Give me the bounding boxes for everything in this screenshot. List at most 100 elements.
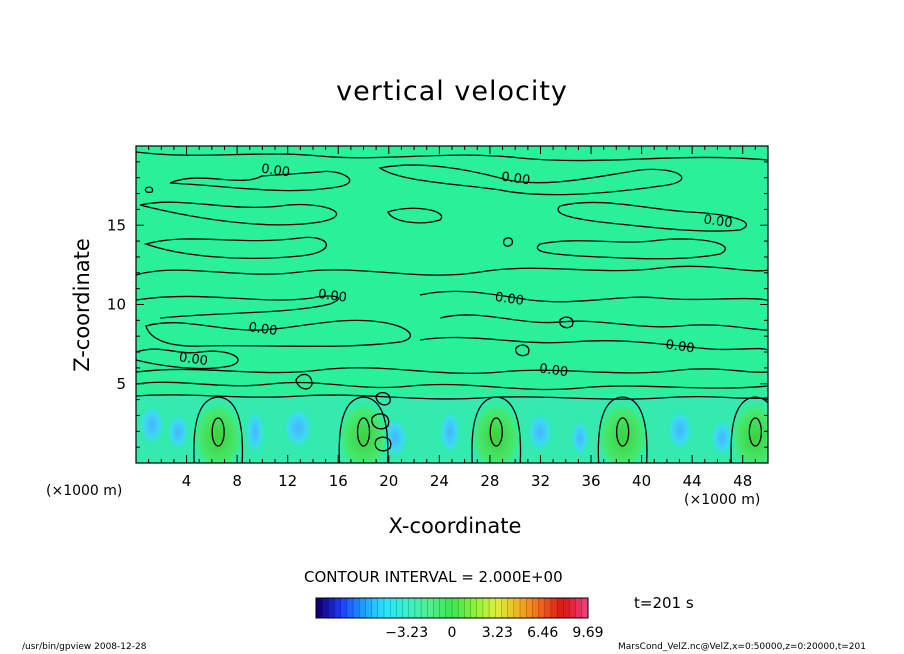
contour-label: 0.00 (260, 162, 291, 181)
contour-line (559, 316, 574, 329)
x-tick-label: 44 (683, 472, 702, 490)
colorbar-segment (550, 598, 558, 618)
x-tick-label: 40 (632, 472, 651, 490)
colorbar-segment (569, 598, 577, 618)
colorbar-segment (384, 598, 391, 618)
x-tick-label: 28 (480, 472, 499, 490)
updraft-cell (339, 400, 388, 463)
contour-line (557, 201, 747, 232)
contour-line (136, 295, 339, 319)
contour-label: 0.00 (665, 338, 696, 357)
x-tick-label: 8 (232, 472, 242, 490)
y-tick-label: 5 (116, 375, 126, 393)
x-tick-label: 36 (581, 472, 600, 490)
updraft-core-contour (356, 417, 371, 447)
colorbar-segment (439, 598, 447, 618)
contour-line (295, 373, 313, 390)
contour-line (374, 436, 392, 452)
colorbar-segment (328, 598, 336, 618)
x-axis-unit-right: (×1000 m) (684, 492, 761, 508)
colorbar-segment (532, 598, 540, 618)
x-tick-label: 20 (379, 472, 398, 490)
updraft-cell (194, 400, 243, 463)
colorbar-segment (538, 598, 546, 618)
colorbar-segment (513, 598, 521, 618)
updraft-contour (193, 396, 244, 463)
x-tick-label: 48 (733, 472, 752, 490)
colorbar-segment (526, 598, 533, 618)
contour-line (136, 394, 768, 400)
contour-line (439, 314, 768, 331)
colorbar-tick-label: 9.69 (572, 625, 603, 641)
colorbar-frame (315, 597, 589, 619)
contour-line (375, 391, 391, 406)
colorbar-segment (322, 598, 329, 618)
downdraft-patch (710, 418, 734, 458)
colorbar-segment (544, 598, 552, 618)
downdraft-patch (166, 412, 190, 452)
colorbar-segment (402, 598, 410, 618)
contour-line (502, 237, 514, 247)
x-tick-label: 12 (278, 472, 297, 490)
colorbar-segment (390, 598, 397, 618)
contour-label: 0.00 (494, 290, 525, 309)
colorbar-segment (495, 598, 502, 618)
colorbar-segment (346, 598, 354, 618)
contour-line (136, 381, 768, 391)
contour-label: 0.00 (703, 212, 734, 231)
colorbar-segment (334, 598, 342, 618)
downdraft-patch (666, 408, 694, 452)
colorbar-tick-label: 3.23 (482, 625, 513, 641)
colorbar-segment (464, 598, 472, 618)
downdraft-patch (438, 408, 462, 456)
contour-line (169, 170, 351, 192)
colorbar-segment (365, 598, 373, 618)
colorbar-segment (408, 598, 416, 618)
updraft-core-contour (615, 417, 630, 447)
x-tick-label: 16 (329, 472, 348, 490)
colorbar-segment (340, 598, 348, 618)
colorbar-segment (489, 598, 496, 618)
x-axis: 4 8 12 16 20 24 28 32 36 40 44 48 (148, 146, 756, 490)
footer-data-source: MarsCond_VelZ.nc@VelZ,x=0:50000,z=0:2000… (618, 642, 866, 652)
colorbar-tick-label: −3.23 (385, 625, 428, 641)
downdraft-patches (138, 403, 734, 460)
colorbar-segment (433, 598, 441, 618)
colorbar-segment (396, 598, 404, 618)
colorbar-segment (507, 598, 515, 618)
time-label: t=201 s (634, 594, 694, 612)
downdraft-patch (138, 403, 166, 447)
y-tick-label: 10 (107, 296, 126, 314)
contour-line (371, 413, 390, 430)
contour-label: 0.00 (500, 170, 531, 189)
downdraft-patch (526, 410, 554, 454)
contour-line (144, 186, 154, 194)
colorbar-tick-label: 0 (448, 625, 457, 641)
contour-line (419, 336, 768, 351)
colorbar-segment (470, 598, 478, 618)
x-tick-label: 24 (430, 472, 449, 490)
contour-label: 0.00 (317, 287, 348, 306)
contour-line (536, 238, 726, 260)
contour-label: 0.00 (178, 350, 209, 369)
contour-line (136, 151, 768, 162)
contour-line (143, 236, 327, 259)
y-axis: 5 10 15 (107, 161, 768, 448)
updraft-cell (731, 400, 768, 463)
zero-contours (136, 151, 768, 452)
updraft-cell (598, 400, 647, 463)
chart-title: vertical velocity (336, 76, 568, 107)
contour-label: 0.00 (248, 320, 279, 339)
updraft-contour (730, 396, 768, 463)
x-tick-label: 4 (182, 472, 192, 490)
colorbar-segment (581, 598, 589, 618)
updraft-cell (472, 400, 521, 463)
colorbar-segment (557, 598, 564, 618)
y-axis-label: Z-coordinate (70, 238, 94, 372)
colorbar-segment (482, 598, 490, 618)
contour-line (378, 164, 683, 196)
colorbar-segment (421, 598, 428, 618)
contour-label: 0.00 (538, 361, 569, 380)
footer-program-date: /usr/bin/gpview 2008-12-28 (22, 642, 147, 652)
